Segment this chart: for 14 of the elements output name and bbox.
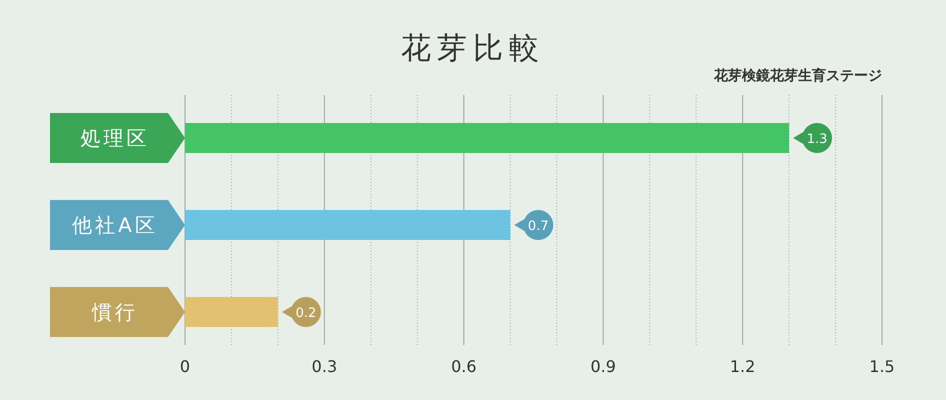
x-tick-label: 1.2 (730, 357, 756, 376)
data-label: 1.3 (806, 132, 828, 147)
chart-title: 花芽比較 (401, 32, 545, 65)
chart-subtitle: 花芽検鏡花芽生育ステージ (713, 67, 882, 84)
x-tick-label: 0.9 (590, 357, 616, 376)
x-tick-label: 0.6 (451, 357, 477, 376)
data-label: 0.7 (528, 219, 549, 234)
y-tick-label: 慣行 (91, 300, 138, 324)
x-tick-label: 0.3 (312, 357, 338, 376)
y-tick-label: 処理区 (80, 126, 150, 150)
x-tick-label: 1.5 (869, 357, 895, 376)
y-tick-label: 他社A区 (72, 213, 158, 237)
x-tick-label: 0 (180, 357, 190, 376)
data-label: 0.2 (296, 306, 316, 321)
